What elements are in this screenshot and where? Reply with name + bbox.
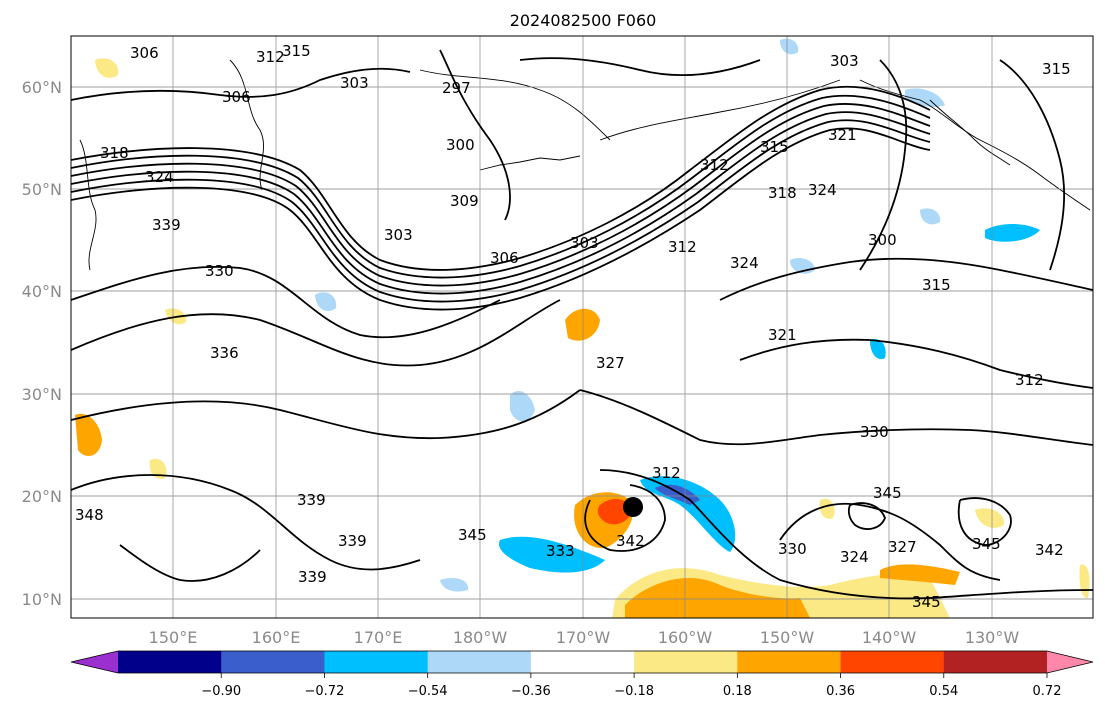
colorbar-segment <box>427 651 532 673</box>
contour-label: 303 <box>570 234 599 252</box>
contour-lines <box>71 49 1093 600</box>
colorbar-tick-label: 0.72 <box>1033 684 1062 699</box>
contour-label: 345 <box>912 593 941 611</box>
contour-label: 312 <box>700 156 729 174</box>
contour-label: 330 <box>778 540 807 558</box>
contour-label: 306 <box>130 44 159 62</box>
lat-label: 20°N <box>22 487 62 506</box>
lon-label: 150°E <box>149 628 198 647</box>
map-title: 2024082500 F060 <box>510 11 657 30</box>
contour-label: 324 <box>145 168 174 186</box>
lon-label: 150°W <box>760 628 815 647</box>
contour-label: 321 <box>828 126 857 144</box>
contour-label: 342 <box>616 532 645 550</box>
contour-label: 345 <box>972 535 1001 553</box>
contour-label: 297 <box>442 79 471 97</box>
contour-label: 348 <box>75 506 104 524</box>
colorbar-tick-label: −0.54 <box>408 684 448 699</box>
colorbar-tick-label: 0.18 <box>723 684 752 699</box>
map-panel: 306 312 315 306 303 297 303 318 324 300 … <box>71 36 1093 618</box>
contour-label: 330 <box>860 423 889 441</box>
contour-label: 312 <box>652 464 681 482</box>
contour-label: 324 <box>808 181 837 199</box>
contour-label: 345 <box>873 484 902 502</box>
contour-labels: 306 312 315 306 303 297 303 318 324 300 … <box>75 42 1071 611</box>
lat-label: 50°N <box>22 180 62 199</box>
colorbar-tick-label: −0.18 <box>614 684 654 699</box>
contour-label: 330 <box>205 262 234 280</box>
contour-label: 327 <box>888 538 917 556</box>
lat-axis: 60°N 50°N 40°N 30°N 20°N 10°N <box>22 78 62 609</box>
coastlines <box>79 59 1091 271</box>
colorbar-tick-label: −0.90 <box>201 684 241 699</box>
contour-label: 339 <box>298 568 327 586</box>
colorbar-segment <box>221 651 325 673</box>
contour-label: 342 <box>1035 541 1064 559</box>
contour-label: 339 <box>338 532 367 550</box>
contour-label: 333 <box>546 542 575 560</box>
colorbar-segment <box>943 651 1048 673</box>
contour-label: 300 <box>868 231 897 249</box>
colorbar-segment <box>634 651 738 673</box>
contour-label: 303 <box>830 52 859 70</box>
colorbar-extend-high <box>1047 651 1093 673</box>
contour-label: 312 <box>256 48 285 66</box>
lon-label: 170°W <box>556 628 611 647</box>
colorbar-tick-label: 0.54 <box>929 684 958 699</box>
contour-label: 309 <box>450 192 479 210</box>
contour-label: 324 <box>840 548 869 566</box>
contour-label: 306 <box>490 249 519 267</box>
contour-label: 339 <box>297 491 326 509</box>
colorbar-segment <box>324 651 429 673</box>
gridlines <box>71 36 1093 618</box>
contour-label: 303 <box>340 74 369 92</box>
contour-label: 318 <box>100 144 129 162</box>
colorbar-tick-label: −0.72 <box>305 684 345 699</box>
lon-label: 160°E <box>252 628 301 647</box>
lon-label: 140°W <box>862 628 917 647</box>
lat-label: 60°N <box>22 78 62 97</box>
map-frame <box>70 35 1094 619</box>
contour-label: 303 <box>384 226 413 244</box>
contour-label: 315 <box>760 138 789 156</box>
colorbar-segment <box>840 651 945 673</box>
contour-label: 339 <box>152 216 181 234</box>
colorbar-segment <box>737 651 842 673</box>
colorbar-extend-low <box>71 651 118 673</box>
lat-label: 30°N <box>22 385 62 404</box>
lon-label: 130°W <box>965 628 1020 647</box>
contour-label: 324 <box>730 254 759 272</box>
colorbar-tick-label: −0.36 <box>511 684 551 699</box>
lon-label: 170°E <box>354 628 403 647</box>
contour-label: 315 <box>282 42 311 60</box>
lat-label: 40°N <box>22 282 62 301</box>
storm-center-marker <box>623 497 643 517</box>
colorbar-outline <box>70 650 1094 674</box>
colorbar-tick-label: 0.36 <box>826 684 855 699</box>
colorbar: −0.90 −0.72 −0.54 −0.36 −0.18 0.18 0.36 0.54 0.7… <box>70 650 1094 699</box>
colorbar-segment <box>118 651 222 673</box>
contour-label: 300 <box>446 136 475 154</box>
contour-label: 315 <box>1042 60 1071 78</box>
contour-label: 336 <box>210 344 239 362</box>
contour-label: 306 <box>222 88 251 106</box>
contour-label: 318 <box>768 184 797 202</box>
contour-label: 345 <box>458 526 487 544</box>
lon-axis: 150°E 160°E 170°E 180°W 170°W 160°W 150°… <box>149 628 1020 647</box>
colorbar-segment <box>530 651 635 673</box>
lon-label: 160°W <box>658 628 713 647</box>
contour-label: 327 <box>596 354 625 372</box>
contour-label: 315 <box>922 276 951 294</box>
contour-label: 321 <box>768 326 797 344</box>
contour-label: 312 <box>668 238 697 256</box>
contour-label: 312 <box>1015 371 1044 389</box>
lat-label: 10°N <box>22 590 62 609</box>
lon-label: 180°W <box>453 628 508 647</box>
